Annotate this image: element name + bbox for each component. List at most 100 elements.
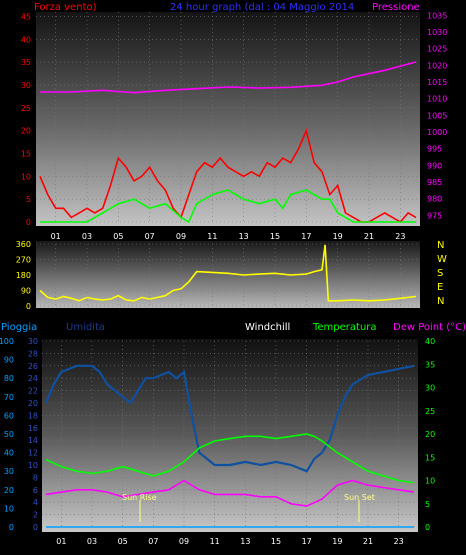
- tick-label: 990: [427, 161, 442, 170]
- tick-label: 28: [28, 349, 38, 358]
- tick-label: 11: [207, 232, 217, 241]
- tick-label: 16: [28, 424, 38, 433]
- tick-label: 20: [4, 486, 14, 495]
- tick-label: 03: [82, 232, 92, 241]
- tick-label: 17: [301, 232, 311, 241]
- compass-label: W: [437, 254, 447, 265]
- tick-label: 1020: [427, 61, 447, 70]
- tick-label: 15: [425, 453, 435, 462]
- tick-label: 1000: [427, 128, 447, 137]
- pressure-ticks: 975 980 985 990 995 1000 1005 1010 1015 1020 1025 1…: [427, 11, 447, 220]
- rain-ticks: 0 10 20 30 40 50 60 70 80 90 100: [0, 337, 14, 532]
- pressure-axis-label: Pressione: [372, 2, 420, 13]
- tick-label: 4: [33, 498, 38, 507]
- tick-label: 21: [363, 537, 373, 546]
- series-line-temperatura: [45, 433, 415, 484]
- tick-label: 10: [425, 477, 435, 486]
- tick-label: 1030: [427, 28, 447, 37]
- wind-direction-plot-area: [36, 241, 420, 308]
- temp-humidity-series: [44, 364, 415, 528]
- tick-label: 14: [28, 436, 38, 445]
- tick-label: 13: [240, 537, 250, 546]
- tick-label: 09: [179, 537, 189, 546]
- tick-label: 15: [271, 537, 281, 546]
- tick-label: 45: [21, 13, 31, 22]
- tick-label: 11: [210, 537, 220, 546]
- legend-dew-point: Dew Point (°C): [393, 322, 466, 333]
- legend-umidita: Umidita: [66, 322, 105, 333]
- tick-label: 6: [33, 486, 38, 495]
- tick-label: 360: [16, 240, 31, 249]
- hour-ticks-bottom: 01 03 05 07 09 11 13 15 17 19 21 23: [56, 537, 404, 546]
- tick-label: 1035: [427, 11, 447, 20]
- wind-pressure-series: [39, 61, 417, 224]
- tick-label: 70: [4, 393, 14, 402]
- tick-label: 20: [21, 127, 31, 136]
- tick-label: 26: [28, 362, 38, 371]
- tick-label: 8: [33, 473, 38, 482]
- tick-label: 0: [425, 523, 430, 532]
- tick-label: 10: [21, 172, 31, 181]
- tick-label: 22: [28, 387, 38, 396]
- tick-label: 1015: [427, 78, 447, 87]
- tick-label: 5: [425, 500, 430, 509]
- temperature-ticks: 0 5 10 15 20 25 30 35 40: [425, 337, 435, 532]
- legend-temperatura: Temperatura: [312, 322, 377, 333]
- tick-label: 12: [28, 449, 38, 458]
- compass-label: N: [437, 296, 444, 307]
- series-line-dew-point-c-: [45, 479, 415, 507]
- tick-label: 05: [118, 537, 128, 546]
- tick-label: 30: [425, 384, 435, 393]
- series-line-raffica: [40, 189, 416, 224]
- tick-label: 24: [28, 374, 38, 383]
- tick-label: 13: [239, 232, 249, 241]
- tick-label: 25: [425, 407, 435, 416]
- wind-direction-grid: [36, 243, 420, 307]
- tick-label: 0: [26, 218, 31, 227]
- tick-label: 0: [9, 523, 14, 532]
- tick-label: 07: [148, 537, 158, 546]
- series-line-pressione: [40, 61, 417, 94]
- sunrise-label: Sun Rise: [122, 493, 157, 502]
- tick-label: 180: [16, 271, 31, 280]
- tick-label: 975: [427, 211, 442, 220]
- tick-label: 80: [4, 374, 14, 383]
- wind-speed-axis-label: Forza vento): [34, 2, 97, 13]
- tick-label: 05: [113, 232, 123, 241]
- tick-label: 995: [427, 145, 442, 154]
- tick-label: 15: [270, 232, 280, 241]
- tick-label: 23: [394, 537, 404, 546]
- tick-label: 90: [21, 287, 31, 296]
- tick-label: 0: [33, 523, 38, 532]
- wind-direction-ticks: 0 90 180 270 360: [16, 240, 31, 311]
- tick-label: 270: [16, 256, 31, 265]
- tick-label: 01: [51, 232, 61, 241]
- tick-label: 15: [21, 150, 31, 159]
- hour-ticks-top: 01 03 05 07 09 11 13 15 17 19 21 23: [51, 232, 406, 241]
- tick-label: 23: [395, 232, 405, 241]
- tick-label: 20: [425, 430, 435, 439]
- tick-label: 1005: [427, 111, 447, 120]
- tick-label: 03: [87, 537, 97, 546]
- tick-label: 980: [427, 195, 442, 204]
- compass-label: N: [437, 240, 444, 251]
- tick-label: 2: [33, 511, 38, 520]
- tick-label: 100: [0, 337, 14, 346]
- compass-label: S: [437, 268, 443, 279]
- tick-label: 20: [28, 399, 38, 408]
- chart-title: 24 hour graph (dal : 04 Maggio 2014: [170, 2, 354, 13]
- wind-speed-ticks: 0 5 10 15 20 25 30 35 40 45: [21, 13, 31, 227]
- wind-pressure-plot-area: [36, 12, 420, 226]
- tick-label: 1025: [427, 45, 447, 54]
- tick-label: 17: [302, 537, 312, 546]
- tick-label: 01: [56, 537, 66, 546]
- tick-label: 10: [28, 461, 38, 470]
- tick-label: 19: [333, 232, 343, 241]
- tick-label: 40: [21, 35, 31, 44]
- compass-label: E: [437, 282, 443, 293]
- series-line-umidita: [44, 364, 415, 473]
- sunset-label: Sun Set: [344, 493, 375, 502]
